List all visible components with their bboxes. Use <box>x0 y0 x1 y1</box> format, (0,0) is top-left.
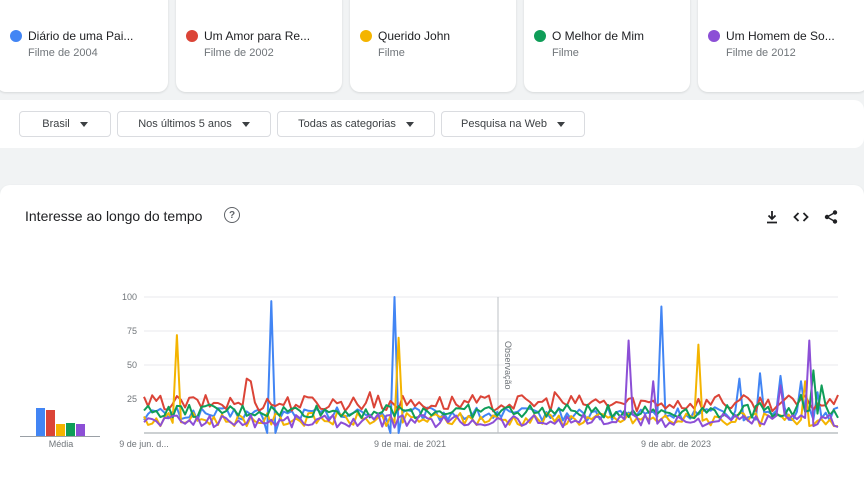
region-select[interactable]: Brasil <box>19 111 111 137</box>
x-tick-label: 9 de jun. d... <box>119 439 169 449</box>
average-bar[interactable] <box>36 407 45 437</box>
term-color-dot <box>10 30 22 42</box>
x-tick-label: 9 de mai. de 2021 <box>374 439 446 449</box>
average-bar[interactable] <box>56 424 65 437</box>
term-subtitle: Filme <box>552 47 579 59</box>
note-marker-label: Observação <box>503 341 513 390</box>
series-line-4[interactable] <box>143 369 839 419</box>
category-select-label: Todas as categorias <box>298 118 396 130</box>
term-name: Um Amor para Re... <box>204 29 311 43</box>
interest-over-time-panel: Interesse ao longo do tempo ? Média 100 7… <box>0 185 864 497</box>
term-color-dot <box>360 30 372 42</box>
term-subtitle: Filme de 2002 <box>204 47 274 59</box>
y-tick-label: 50 <box>127 360 137 370</box>
average-axis <box>20 436 100 437</box>
average-bar[interactable] <box>66 423 75 437</box>
term-subtitle: Filme de 2012 <box>726 47 796 59</box>
search-type-select[interactable]: Pesquisa na Web <box>441 111 585 137</box>
series-line-2[interactable] <box>143 377 839 413</box>
term-name: Um Homem de So... <box>726 29 835 43</box>
dropdown-caret-icon <box>405 121 414 127</box>
term-subtitle: Filme de 2004 <box>28 47 98 59</box>
average-bar[interactable] <box>46 410 55 437</box>
term-color-dot <box>534 30 546 42</box>
category-select[interactable]: Todas as categorias <box>277 111 435 137</box>
x-tick-label: 9 de abr. de 2023 <box>641 439 711 449</box>
term-card-3[interactable]: Querido John Filme <box>350 0 516 92</box>
term-name: O Melhor de Mim <box>552 29 645 43</box>
filter-bar: Brasil Nos últimos 5 anos Todas as categ… <box>0 100 864 148</box>
period-select-label: Nos últimos 5 anos <box>138 118 232 130</box>
dropdown-caret-icon <box>241 121 250 127</box>
y-tick-label: 75 <box>127 326 137 336</box>
search-type-select-label: Pesquisa na Web <box>460 118 548 130</box>
term-card-4[interactable]: O Melhor de Mim Filme <box>524 0 690 92</box>
term-name: Diário de uma Pai... <box>28 29 134 43</box>
term-subtitle: Filme <box>378 47 405 59</box>
dropdown-caret-icon <box>79 121 88 127</box>
period-select[interactable]: Nos últimos 5 anos <box>117 111 271 137</box>
help-icon[interactable]: ? <box>224 207 240 223</box>
average-bars <box>20 385 100 437</box>
series-line-5[interactable] <box>143 339 839 429</box>
y-tick-label: 100 <box>122 292 137 302</box>
panel-title: Interesse ao longo do tempo <box>25 208 203 224</box>
term-color-dot <box>186 30 198 42</box>
term-card-2[interactable]: Um Amor para Re... Filme de 2002 <box>176 0 342 92</box>
comparison-terms: Diário de uma Pai... Filme de 2004 Um Am… <box>0 0 864 92</box>
series-line-3[interactable] <box>143 334 838 428</box>
download-icon[interactable] <box>764 209 780 225</box>
average-bar[interactable] <box>76 424 85 437</box>
y-tick-label: 25 <box>127 394 137 404</box>
average-label: Média <box>48 439 74 449</box>
share-icon[interactable] <box>823 209 839 225</box>
term-name: Querido John <box>378 29 451 43</box>
term-card-5[interactable]: Um Homem de So... Filme de 2012 <box>698 0 864 92</box>
region-select-label: Brasil <box>42 118 70 130</box>
embed-icon[interactable] <box>793 209 809 225</box>
term-color-dot <box>708 30 720 42</box>
dropdown-caret-icon <box>557 121 566 127</box>
term-card-1[interactable]: Diário de uma Pai... Filme de 2004 <box>0 0 168 92</box>
interest-chart: 100 75 50 25 9 de jun. d... 9 de mai. de 2021… <box>119 292 839 449</box>
